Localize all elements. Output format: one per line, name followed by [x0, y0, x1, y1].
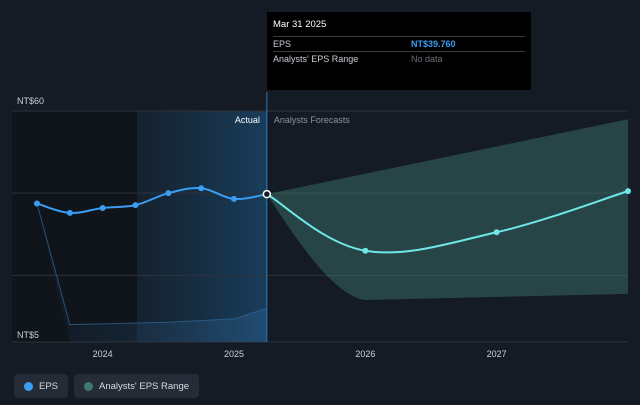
- chart-legend: EPS Analysts' EPS Range: [14, 374, 200, 398]
- eps-forecast-point[interactable]: [493, 229, 500, 236]
- tooltip-eps-label: EPS: [273, 39, 292, 49]
- eps-forecast-point[interactable]: [625, 188, 631, 195]
- eps-actual-point[interactable]: [66, 209, 73, 216]
- actual-highlight-band: [137, 111, 267, 342]
- eps-actual-point[interactable]: [231, 195, 237, 202]
- eps-actual-point[interactable]: [34, 200, 40, 207]
- y-axis-bottom-label: NT$5: [17, 330, 39, 340]
- eps-actual-point[interactable]: [132, 202, 139, 209]
- tooltip-range-label: Analysts' EPS Range: [273, 54, 359, 64]
- actual-section-label: Actual: [235, 115, 260, 125]
- past-background: [12, 111, 137, 342]
- legend-range-label: Analysts' EPS Range: [99, 380, 190, 392]
- legend-range-dot-icon: [84, 381, 94, 391]
- forecast-section-label: Analysts Forecasts: [274, 115, 351, 125]
- eps-selected-point[interactable]: [262, 189, 272, 199]
- tooltip-eps-value: NT$39.760: [411, 39, 456, 49]
- x-tick-label: 2026: [355, 349, 375, 359]
- tooltip-range-value: No data: [411, 54, 443, 64]
- x-tick-label: 2025: [224, 349, 244, 359]
- hover-tooltip: Mar 31 2025 EPS NT$39.760 Analysts' EPS …: [267, 12, 531, 90]
- y-axis-top-label: NT$60: [17, 96, 44, 106]
- legend-eps-dot-icon: [24, 381, 33, 391]
- tooltip-date: Mar 31 2025: [273, 19, 327, 30]
- tooltip-row-range: Analysts' EPS Range No data: [273, 51, 525, 66]
- eps-actual-point[interactable]: [198, 185, 205, 192]
- historical-range-area: [37, 203, 267, 342]
- legend-item-eps[interactable]: EPS: [14, 374, 69, 398]
- historical-range-line: [36, 203, 267, 326]
- x-tick-label: 2024: [93, 349, 113, 359]
- tooltip-row-eps: EPS NT$39.760: [273, 36, 525, 51]
- eps-actual-point[interactable]: [165, 190, 172, 197]
- legend-item-eps-range[interactable]: Analysts' EPS Range: [74, 374, 200, 398]
- eps-forecast-point[interactable]: [362, 247, 369, 254]
- legend-eps-label: EPS: [39, 380, 59, 392]
- x-tick-label: 2027: [487, 349, 507, 359]
- eps-forecast-line: [266, 190, 629, 254]
- forecast-range-area: [266, 119, 628, 301]
- eps-actual-point[interactable]: [99, 204, 106, 211]
